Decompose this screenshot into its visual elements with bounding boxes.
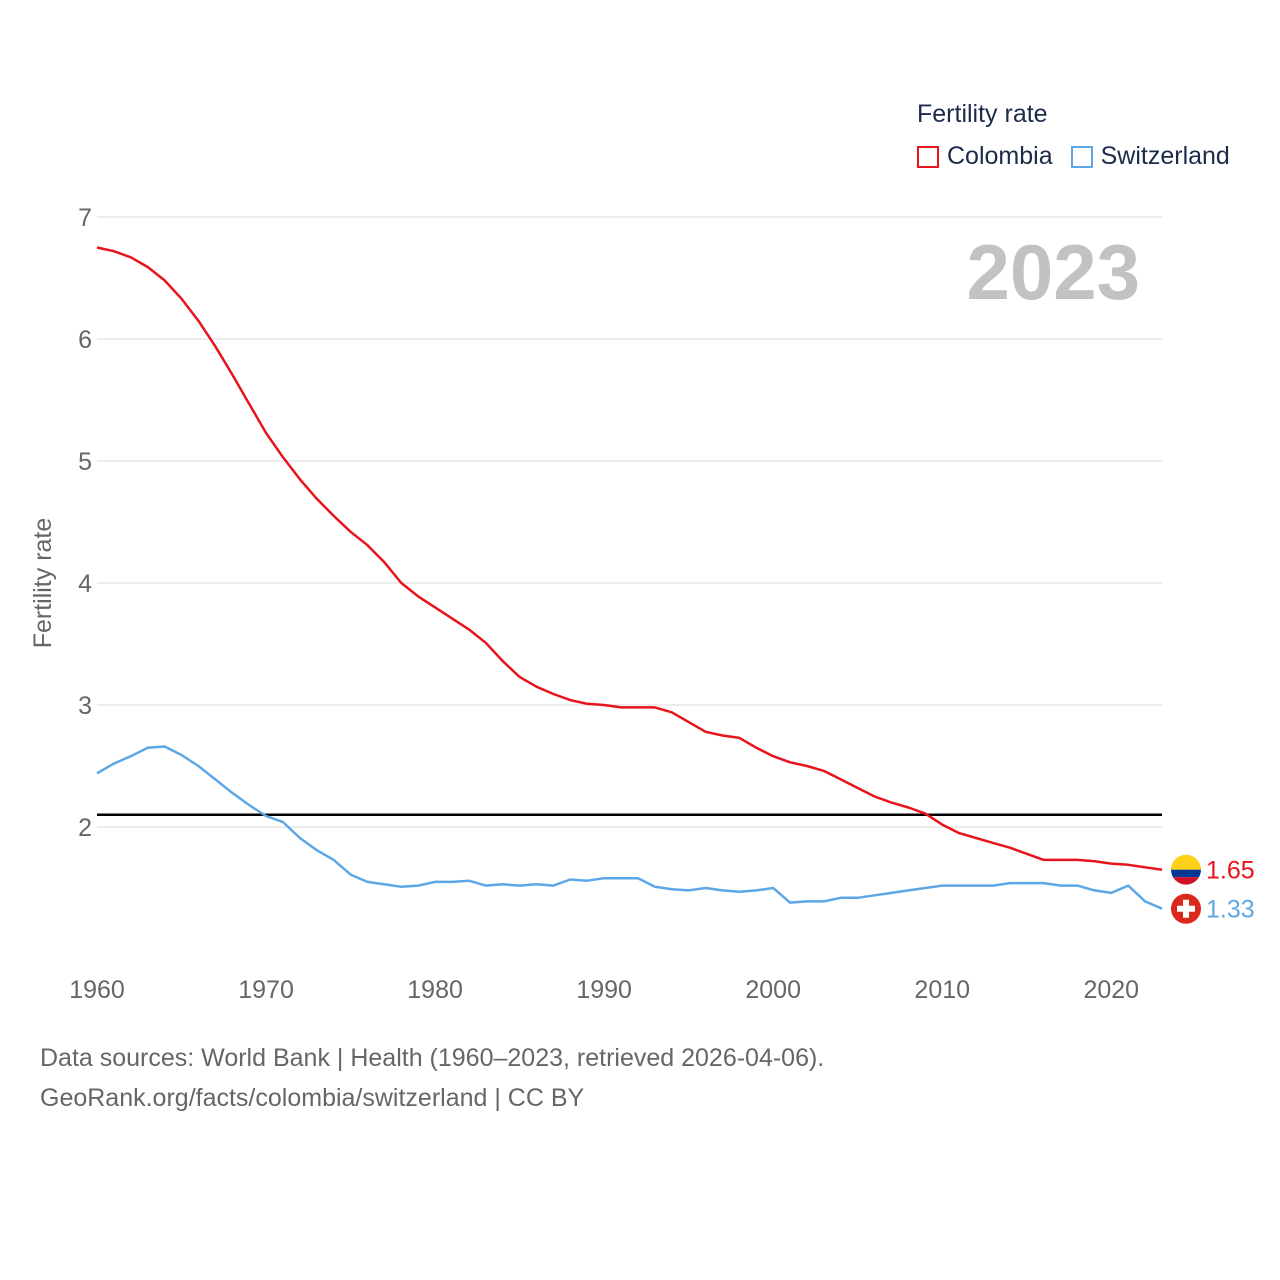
x-tick-label-2010: 2010	[914, 976, 970, 1004]
legend-label-switzerland: Switzerland	[1100, 142, 1230, 170]
y-tick-label-3: 3	[78, 692, 92, 720]
x-tick-label-1970: 1970	[238, 976, 294, 1004]
legend-swatch-colombia	[917, 145, 939, 168]
x-tick-label-2020: 2020	[1083, 976, 1139, 1004]
y-tick-label-4: 4	[78, 570, 92, 598]
series-line-switzerland	[96, 745, 1163, 910]
x-tick-label-1960: 1960	[69, 976, 125, 1004]
legend-item-switzerland[interactable]: Switzerland	[1070, 142, 1230, 171]
flag-cross-horizontal	[1177, 905, 1195, 912]
y-axis-label: Fertility rate	[29, 518, 57, 649]
y-tick-label-2: 2	[78, 814, 92, 842]
legend: Colombia Switzerland	[917, 142, 1248, 171]
legend-title: Fertility rate	[917, 100, 1048, 128]
y-tick-label-7: 7	[78, 204, 92, 232]
y-tick-label-6: 6	[78, 326, 92, 354]
flag-colombia	[1171, 854, 1201, 885]
y-tick-label-5: 5	[78, 448, 92, 476]
legend-swatch-switzerland	[1070, 145, 1093, 168]
flag-switzerland	[1171, 893, 1201, 924]
x-tick-label-2000: 2000	[745, 976, 801, 1004]
source-url-license[interactable]: GeoRank.org/facts/colombia/switzerland |…	[40, 1084, 585, 1112]
x-tick-label-1980: 1980	[407, 976, 463, 1004]
series-line-colombia	[96, 246, 1163, 871]
legend-item-colombia[interactable]: Colombia	[917, 142, 1053, 171]
end-value-label-switzerland: 1.33	[1206, 896, 1255, 924]
flag-red-band	[1171, 877, 1201, 885]
flag-blue-band	[1171, 869, 1201, 878]
data-sources-note: Data sources: World Bank | Health (1960–…	[40, 1044, 825, 1072]
end-value-label-colombia: 1.65	[1206, 857, 1255, 885]
x-tick-label-1990: 1990	[576, 976, 632, 1004]
flag-yellow-band	[1171, 854, 1201, 870]
year-label: 2023	[966, 228, 1140, 316]
legend-label-colombia: Colombia	[947, 142, 1053, 170]
